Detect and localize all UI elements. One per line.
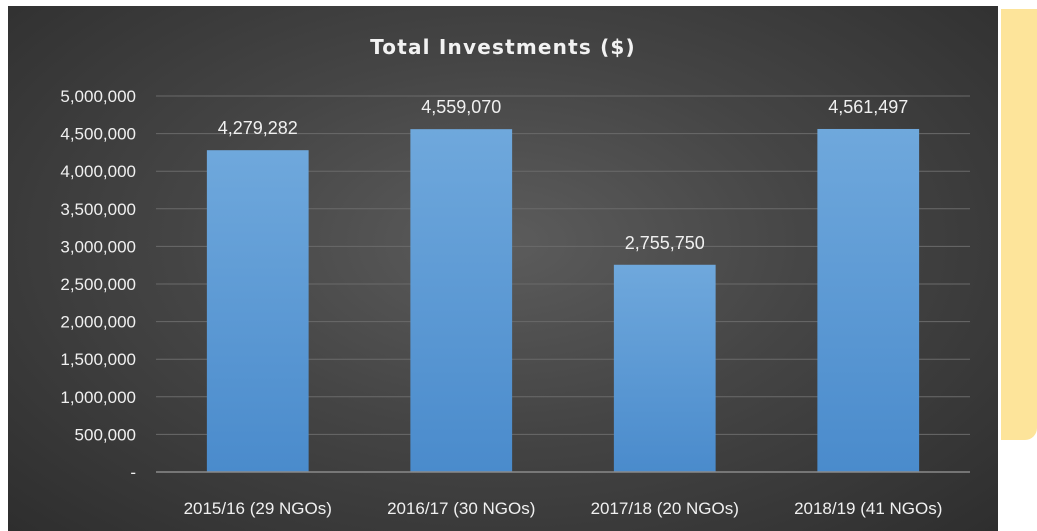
data-label: 4,279,282: [218, 118, 298, 138]
y-tick-label: 5,000,000: [60, 87, 136, 106]
bar: [613, 264, 716, 472]
x-category-label: 2017/18 (20 NGOs): [591, 499, 739, 518]
x-category-label: 2018/19 (41 NGOs): [794, 499, 942, 518]
data-label: 4,561,497: [828, 97, 908, 117]
data-label: 2,755,750: [625, 233, 705, 253]
bar: [410, 129, 513, 472]
data-labels: 4,279,282 4,559,070 2,755,750 4,561,497: [218, 97, 909, 253]
data-label: 4,559,070: [421, 97, 501, 117]
x-axis-category-labels: 2015/16 (29 NGOs) 2016/17 (30 NGOs) 2017/1…: [184, 499, 943, 518]
x-category-label: 2016/17 (30 NGOs): [387, 499, 535, 518]
y-tick-label: 500,000: [75, 425, 136, 444]
y-tick-label: 4,500,000: [60, 125, 136, 144]
y-tick-label: 2,500,000: [60, 275, 136, 294]
bar: [206, 150, 309, 472]
divider: [998, 6, 1001, 531]
y-tick-label: 2,000,000: [60, 313, 136, 332]
y-tick-label: 3,500,000: [60, 200, 136, 219]
chart-panel: Total Investments ($) - 500,000 1,000,000 1…: [8, 6, 998, 531]
side-card: [1001, 9, 1037, 440]
y-tick-label: 4,000,000: [60, 162, 136, 181]
y-axis-tick-labels: - 500,000 1,000,000 1,500,000 2,000,000 2,500…: [60, 87, 136, 482]
bars: [206, 128, 920, 472]
x-category-label: 2015/16 (29 NGOs): [184, 499, 332, 518]
bar: [817, 128, 920, 472]
bar-chart: Total Investments ($) - 500,000 1,000,000 1…: [60, 35, 970, 518]
y-tick-label: 3,000,000: [60, 237, 136, 256]
chart-title: Total Investments ($): [370, 35, 636, 59]
y-tick-label: -: [130, 463, 136, 482]
y-tick-label: 1,000,000: [60, 388, 136, 407]
y-tick-label: 1,500,000: [60, 350, 136, 369]
